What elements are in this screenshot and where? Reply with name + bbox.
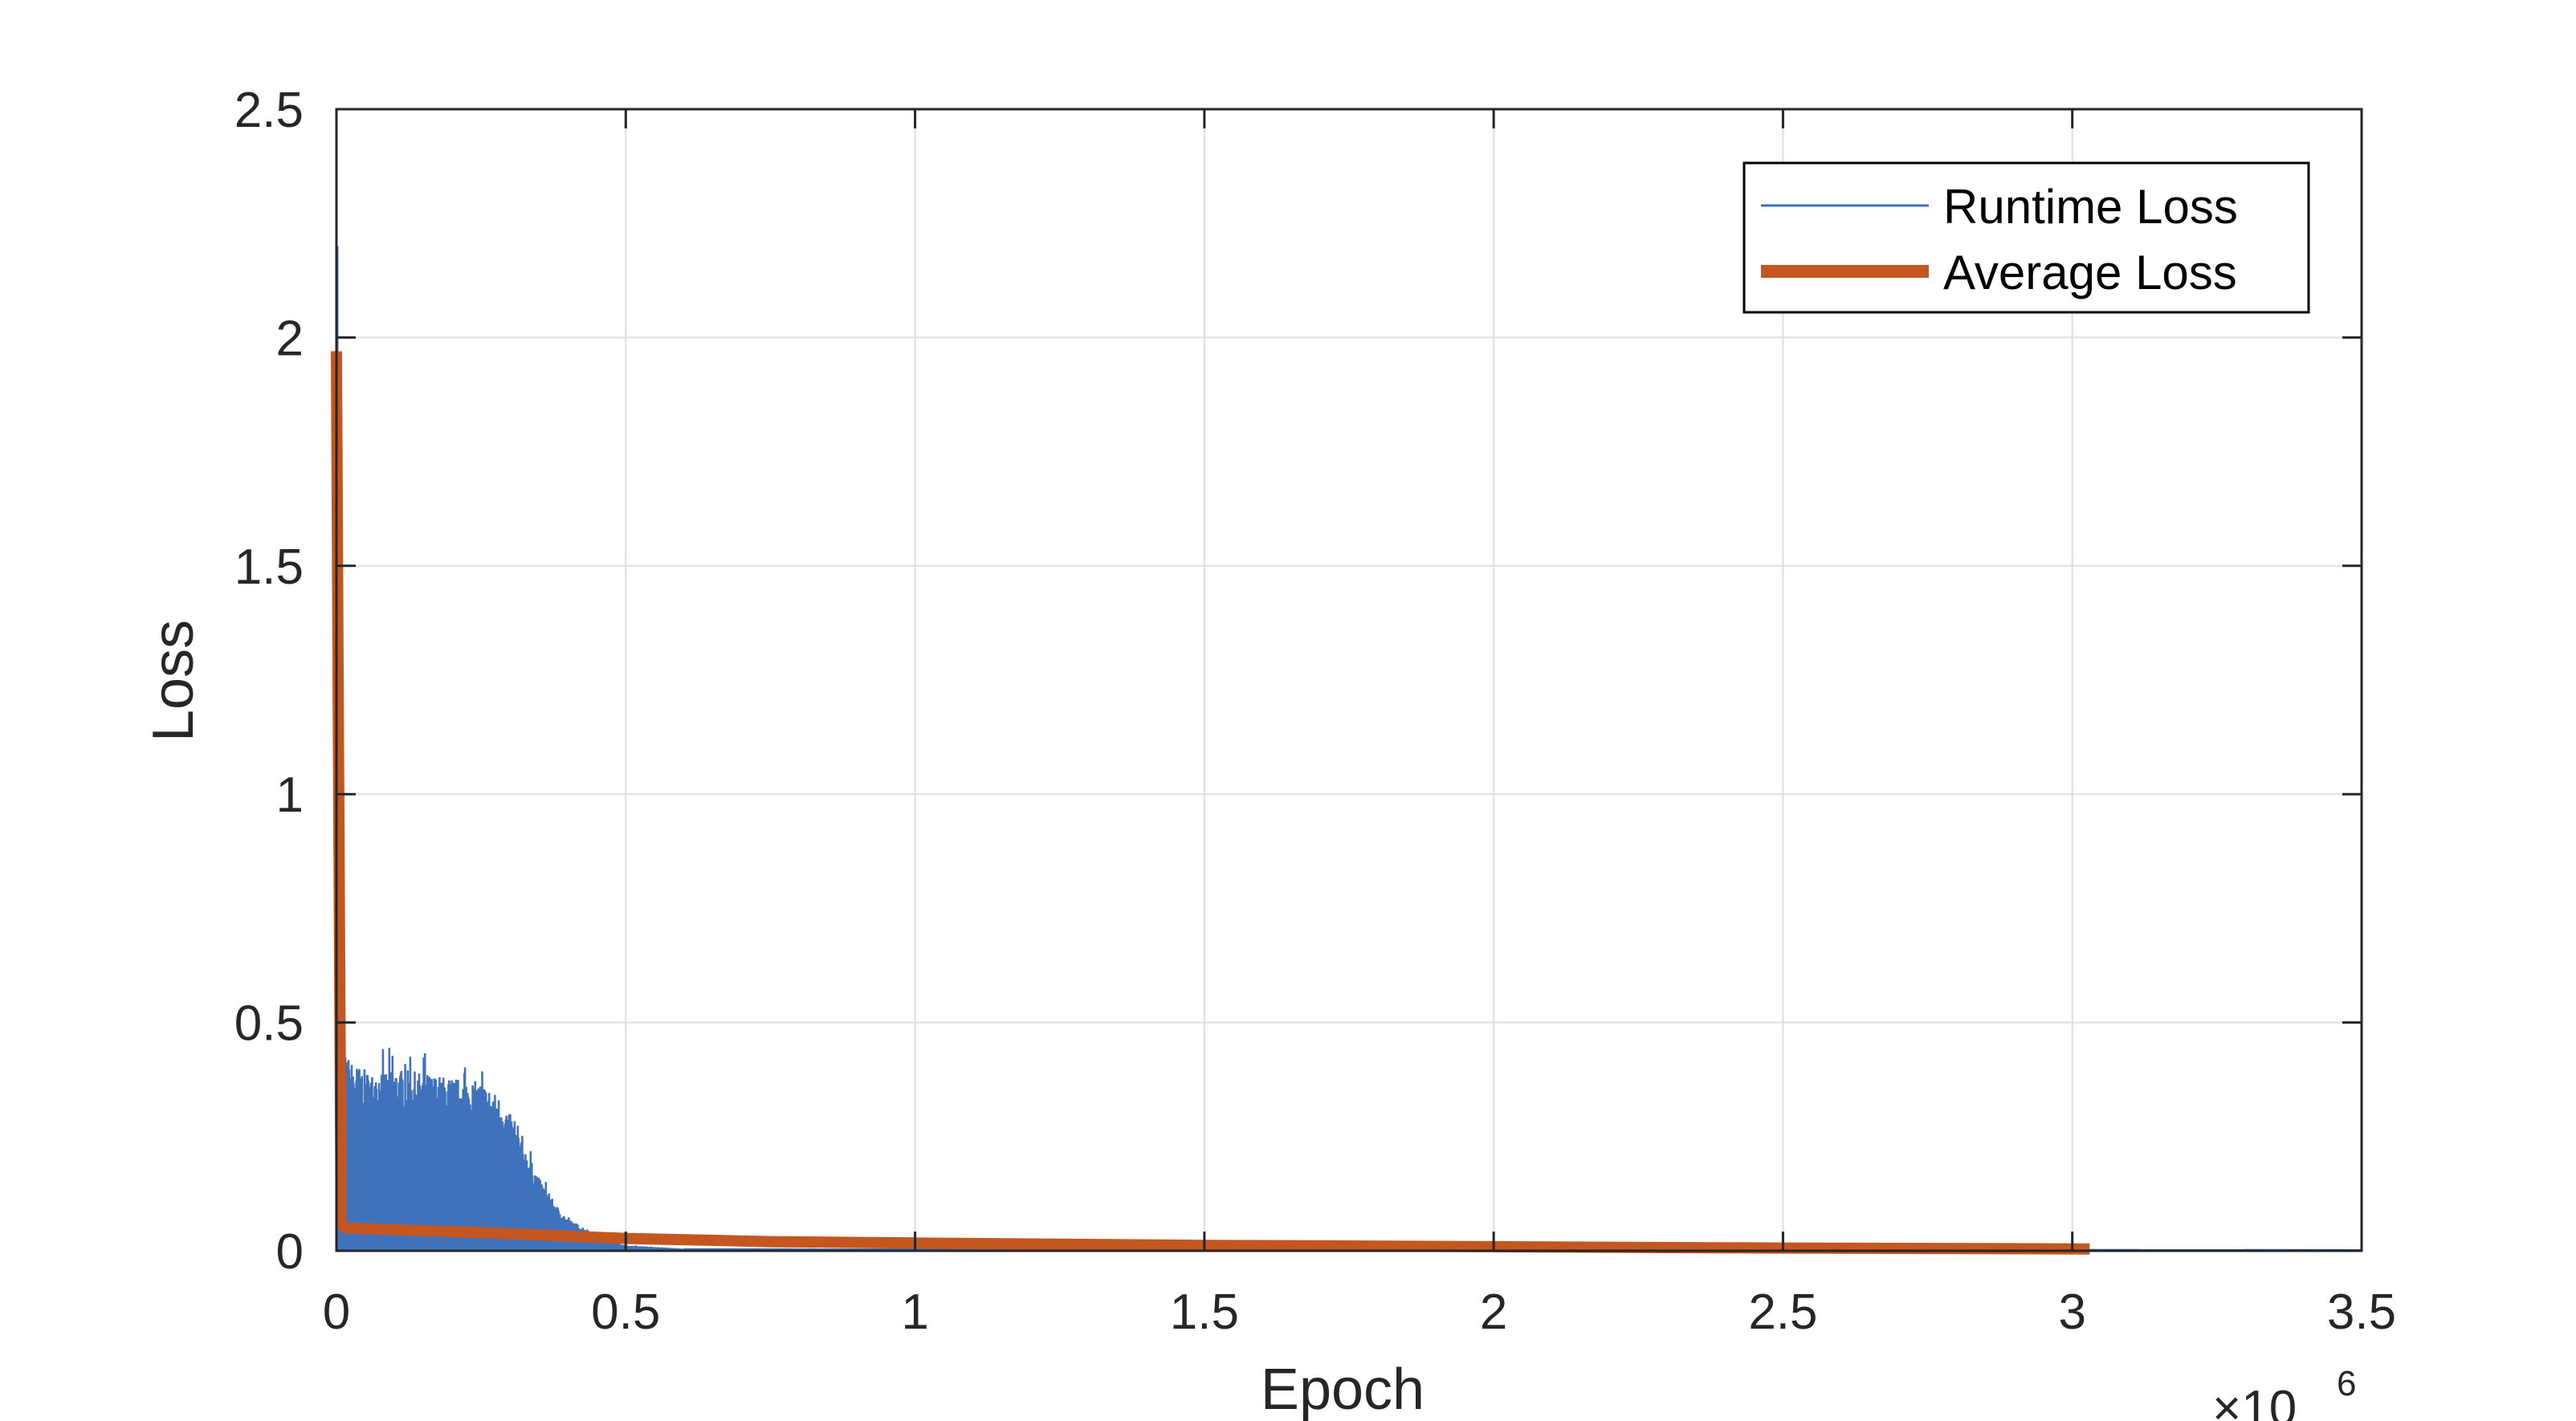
legend-label-average-loss: Average Loss (1943, 246, 2237, 299)
y-tick-label: 0.5 (234, 996, 304, 1052)
y-tick-label: 1.5 (234, 539, 304, 595)
y-tick-label: 2.5 (234, 83, 304, 138)
x-axis-title: Epoch (1261, 1358, 1425, 1421)
x-exponent-power: 6 (2337, 1364, 2356, 1403)
y-tick-label: 2 (276, 311, 304, 366)
x-tick-label: 2 (1480, 1285, 1507, 1340)
x-exponent-base: ×10 (2212, 1381, 2297, 1421)
x-tick-label: 0 (323, 1285, 350, 1340)
y-tick-label: 1 (276, 768, 304, 823)
series-average-loss (331, 351, 2090, 1255)
x-tick-label: 2.5 (1748, 1285, 1817, 1340)
legend-box (1742, 161, 2310, 314)
tick-marks (335, 108, 2363, 1252)
x-tick-label: 0.5 (591, 1285, 660, 1340)
x-tick-labels: 0 0.5 1 1.5 2 2.5 3 3.5 (323, 1285, 2396, 1340)
y-tick-label: 0 (276, 1224, 304, 1280)
legend-label-runtime-loss: Runtime Loss (1943, 180, 2238, 234)
y-axis-title: Loss (141, 620, 206, 742)
x-tick-label: 1.5 (1170, 1285, 1239, 1340)
axes-box (335, 108, 2363, 1252)
x-exponent: ×10 6 (2212, 1364, 2356, 1421)
x-tick-label: 3.5 (2327, 1285, 2396, 1340)
y-tick-labels: 0 0.5 1 1.5 2 2.5 (234, 83, 304, 1280)
x-tick-label: 3 (2058, 1285, 2085, 1340)
legend: Runtime Loss Average Loss (1742, 161, 2310, 314)
x-tick-label: 1 (901, 1285, 928, 1340)
average-loss-line (331, 351, 2090, 1255)
grid-lines (336, 109, 2362, 1251)
